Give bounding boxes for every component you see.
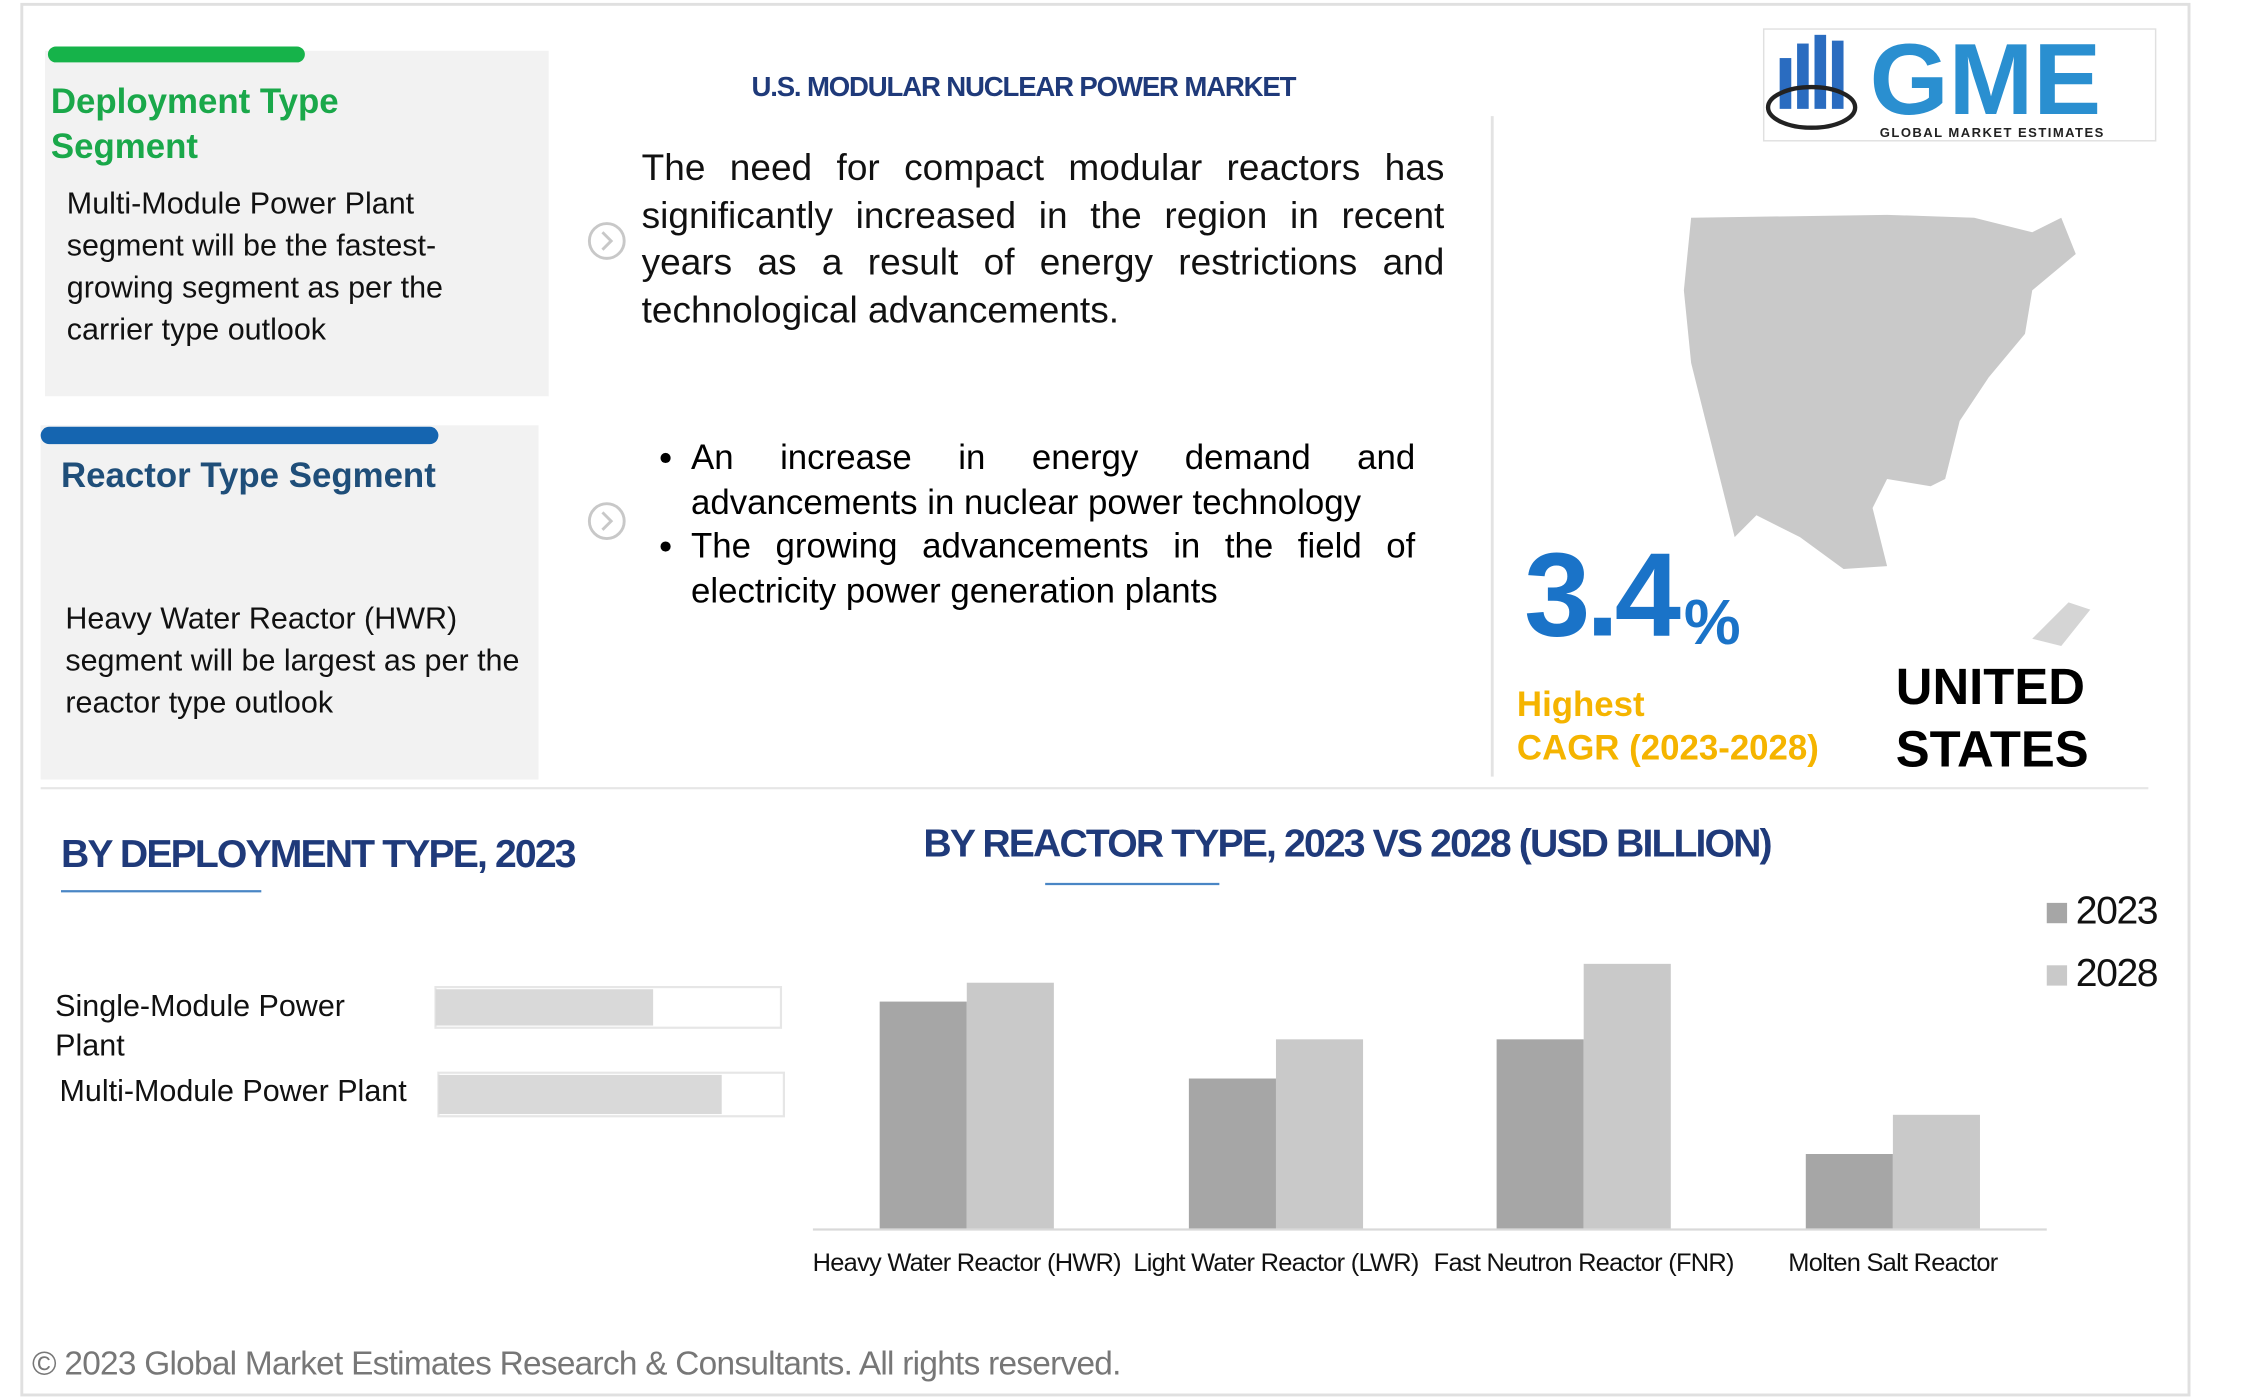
segment-text-box: Multi-Module Power Plant segment will be… <box>66 187 443 347</box>
legend-swatch <box>2046 902 2068 924</box>
bar <box>438 1074 722 1115</box>
region-box: UNITED STATES <box>1895 659 2089 779</box>
segment-box <box>40 425 539 780</box>
chart-title: BY REACTOR TYPE, 2023 VS 2028 (USD BILLI… <box>923 823 1771 866</box>
bar <box>1275 1039 1364 1230</box>
cagr-period: CAGR (2023-2028) <box>1517 729 1819 768</box>
region: UNITED STATES <box>1895 659 2089 779</box>
bar <box>966 982 1054 1230</box>
driver: The growing advancements in the field of… <box>691 525 1415 614</box>
arrow-icon <box>587 222 626 540</box>
bar <box>1892 1114 1980 1230</box>
segment-text: Multi-Module Power Plant segment will be… <box>66 187 443 347</box>
bar <box>435 989 654 1026</box>
bar <box>879 1001 967 1230</box>
logo-text: GME <box>1870 22 2101 136</box>
x-tick-label: Fast Neutron Reactor (FNR) <box>1434 1249 1734 1277</box>
page-title: U.S. MODULAR NUCLEAR POWER MARKET <box>751 71 1296 102</box>
logo-icon <box>1765 34 1858 130</box>
bar <box>1188 1078 1276 1230</box>
bar <box>1805 1154 1893 1230</box>
category-label-box: Single-Module Power Plant <box>55 989 345 1063</box>
segment-title: Reactor Type Segment <box>61 456 436 495</box>
segment-title: Deployment Type Segment <box>50 82 339 167</box>
driver: An increase in energy demand and advance… <box>691 437 1415 526</box>
segment-title-box: Deployment Type Segment <box>50 82 339 167</box>
drivers: An increase in energy demand and advance… <box>624 437 1415 614</box>
segment-box <box>45 50 549 397</box>
chart-title: BY DEPLOYMENT TYPE, 2023 <box>61 833 576 876</box>
drivers-box: An increase in energy demand and advance… <box>624 437 1415 626</box>
x-tick-label: Heavy Water Reactor (HWR) <box>813 1249 1121 1277</box>
footer: © 2023 Global Market Estimates Research … <box>32 1346 1121 1383</box>
legend-label: 2028 <box>2076 952 2158 995</box>
legend-swatch <box>2046 965 2068 986</box>
segment-text: Heavy Water Reactor (HWR) segment will b… <box>65 602 520 720</box>
cagr-unit: % <box>1684 586 1741 658</box>
logo-frame <box>1762 28 2157 142</box>
cagr-label: Highest <box>1517 685 1645 724</box>
summary: The need for compact modular reactors ha… <box>641 148 1445 331</box>
map <box>1683 214 2076 570</box>
segment-accent <box>47 46 305 63</box>
bar <box>1496 1039 1584 1230</box>
cagr-value: 3.4 <box>1524 528 1681 661</box>
x-tick-label: Molten Salt Reactor <box>1788 1249 1998 1277</box>
legend-label: 2023 <box>2076 889 2158 932</box>
segment-accent <box>40 426 439 445</box>
bar <box>1583 963 1671 1230</box>
summary-box: The need for compact modular reactors ha… <box>641 148 1445 331</box>
map <box>2032 602 2091 646</box>
logo-subtitle: GLOBAL MARKET ESTIMATES <box>1880 125 2105 140</box>
x-tick-label: Light Water Reactor (LWR) <box>1133 1249 1418 1277</box>
category-label: Multi-Module Power Plant <box>60 1074 408 1108</box>
segment-text-box: Heavy Water Reactor (HWR) segment will b… <box>65 602 520 720</box>
category-label: Single-Module Power Plant <box>55 989 345 1063</box>
